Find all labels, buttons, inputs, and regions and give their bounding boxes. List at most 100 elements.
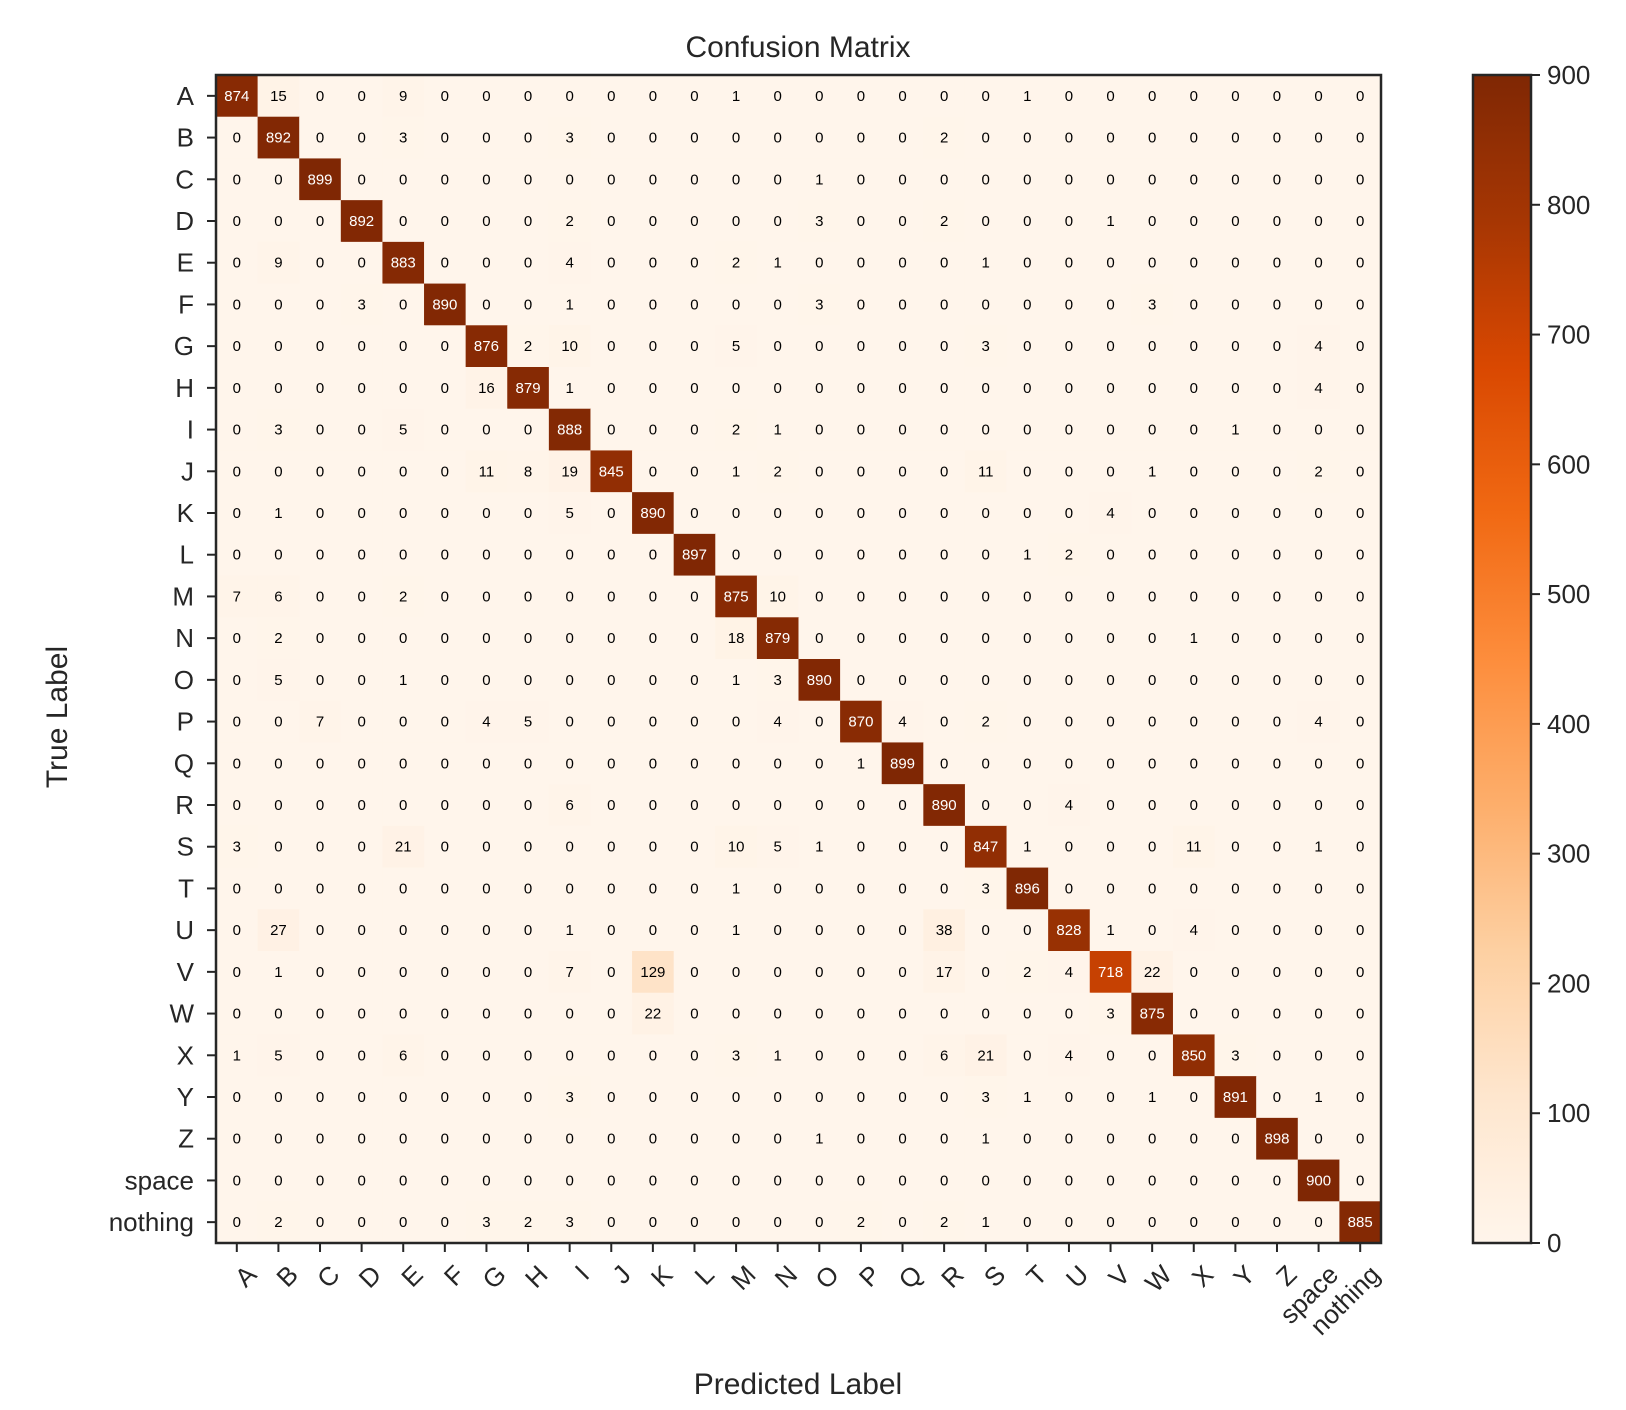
heatmap-cell bbox=[507, 325, 550, 368]
heatmap-cell bbox=[1048, 659, 1091, 702]
heatmap-cell bbox=[257, 825, 300, 869]
cell-value-label: 0 bbox=[815, 797, 823, 814]
cell-value-label: 0 bbox=[1190, 130, 1198, 147]
cell-value-label: 879 bbox=[516, 380, 541, 397]
cell-value-label: 0 bbox=[233, 1214, 241, 1231]
heatmap-cell bbox=[465, 1201, 508, 1244]
heatmap-cell bbox=[1048, 283, 1091, 326]
heatmap-cell bbox=[465, 742, 508, 785]
heatmap-cell bbox=[507, 742, 550, 785]
heatmap-cell bbox=[1089, 951, 1132, 994]
heatmap-cell bbox=[798, 867, 841, 910]
cell-value-label: 0 bbox=[1023, 380, 1031, 397]
cell-value-label: 0 bbox=[690, 505, 698, 522]
heatmap-cell bbox=[257, 408, 300, 452]
cell-value-label: 0 bbox=[565, 88, 573, 105]
heatmap-cell bbox=[1256, 75, 1299, 118]
heatmap-cell bbox=[1297, 1159, 1340, 1202]
heatmap-cell bbox=[840, 450, 883, 493]
cell-value-label: 16 bbox=[478, 380, 495, 397]
heatmap-cell bbox=[382, 1201, 425, 1244]
cell-value-label: 0 bbox=[1231, 630, 1239, 647]
cell-value-label: 0 bbox=[982, 88, 990, 105]
heatmap-cell bbox=[1339, 575, 1382, 618]
cell-value-label: 0 bbox=[857, 1131, 865, 1148]
cell-value-label: 0 bbox=[940, 1131, 948, 1148]
heatmap-cell bbox=[1339, 1117, 1382, 1161]
cell-value-label: 0 bbox=[1106, 630, 1114, 647]
heatmap-cell bbox=[1339, 325, 1382, 368]
heatmap-cell bbox=[1297, 1117, 1340, 1161]
cell-value-label: 0 bbox=[1231, 964, 1239, 981]
heatmap-cell bbox=[548, 1159, 592, 1202]
cell-value-label: 0 bbox=[857, 130, 865, 147]
cell-value-label: 0 bbox=[732, 296, 740, 313]
heatmap-cell bbox=[1297, 1201, 1340, 1244]
cell-value-label: 0 bbox=[1023, 130, 1031, 147]
cell-value-label: 0 bbox=[233, 213, 241, 230]
cell-value-label: 2 bbox=[1065, 547, 1073, 564]
heatmap-cell bbox=[798, 909, 841, 952]
heatmap-cell bbox=[881, 1117, 924, 1161]
cell-value-label: 2 bbox=[940, 130, 948, 147]
cell-value-label: 0 bbox=[982, 797, 990, 814]
cell-value-label: 3 bbox=[982, 1089, 990, 1106]
heatmap-cell bbox=[798, 659, 841, 702]
y-axis-label: True Label bbox=[41, 646, 74, 788]
heatmap-cell bbox=[216, 1201, 259, 1244]
heatmap-cell bbox=[840, 825, 883, 869]
cell-value-label: 850 bbox=[1181, 1047, 1206, 1064]
cell-value-label: 0 bbox=[1356, 672, 1364, 689]
cell-value-label: 0 bbox=[607, 797, 615, 814]
heatmap-cell bbox=[1214, 909, 1257, 952]
heatmap-cell bbox=[798, 533, 841, 577]
heatmap-cell bbox=[1297, 367, 1340, 410]
heatmap-cell bbox=[1256, 617, 1299, 660]
heatmap-cell bbox=[1172, 408, 1216, 452]
cell-value-label: 828 bbox=[1056, 922, 1081, 939]
heatmap-cell bbox=[257, 1159, 300, 1202]
heatmap-cell bbox=[1297, 575, 1340, 618]
cell-value-label: 3 bbox=[1106, 1006, 1114, 1023]
cell-value-label: 0 bbox=[357, 1089, 365, 1106]
cell-value-label: 0 bbox=[898, 922, 906, 939]
cell-value-label: 0 bbox=[732, 797, 740, 814]
cell-value-label: 0 bbox=[898, 171, 906, 188]
heatmap-cell bbox=[1339, 533, 1382, 577]
cell-value-label: 0 bbox=[940, 463, 948, 480]
cell-value-label: 0 bbox=[857, 338, 865, 355]
cell-value-label: 0 bbox=[1023, 714, 1031, 731]
heatmap-cell bbox=[507, 784, 550, 827]
x-tick-label: I bbox=[569, 1259, 595, 1285]
heatmap-cell bbox=[257, 325, 300, 368]
cell-value-label: 0 bbox=[399, 755, 407, 772]
heatmap-cell bbox=[1006, 158, 1049, 201]
cell-value-label: 0 bbox=[482, 130, 490, 147]
heatmap-cell bbox=[1256, 659, 1299, 702]
heatmap-cell bbox=[798, 951, 841, 994]
cell-value-label: 0 bbox=[1148, 171, 1156, 188]
cell-value-label: 0 bbox=[690, 171, 698, 188]
heatmap-cell bbox=[840, 1034, 883, 1077]
heatmap-cell bbox=[1006, 408, 1049, 452]
cell-value-label: 890 bbox=[432, 296, 457, 313]
heatmap-cell bbox=[257, 1117, 300, 1161]
heatmap-cell bbox=[1297, 742, 1340, 785]
colorbar-gradient bbox=[1471, 73, 1533, 1245]
cell-value-label: 0 bbox=[1273, 1214, 1281, 1231]
cell-value-label: 0 bbox=[1231, 839, 1239, 856]
heatmap-cell bbox=[382, 200, 425, 243]
cell-value-label: 1 bbox=[732, 672, 740, 689]
heatmap-cell bbox=[673, 1034, 716, 1077]
cell-value-label: 0 bbox=[649, 1214, 657, 1231]
heatmap-cell bbox=[340, 617, 384, 660]
cell-value-label: 0 bbox=[1190, 964, 1198, 981]
cell-value-label: 0 bbox=[1231, 880, 1239, 897]
heatmap-cell bbox=[382, 1159, 425, 1202]
cell-value-label: 888 bbox=[557, 422, 582, 439]
cell-value-label: 0 bbox=[690, 630, 698, 647]
heatmap-cell bbox=[632, 283, 675, 326]
cell-value-label: 0 bbox=[1356, 755, 1364, 772]
cell-value-label: 0 bbox=[649, 463, 657, 480]
cell-value-label: 0 bbox=[482, 672, 490, 689]
